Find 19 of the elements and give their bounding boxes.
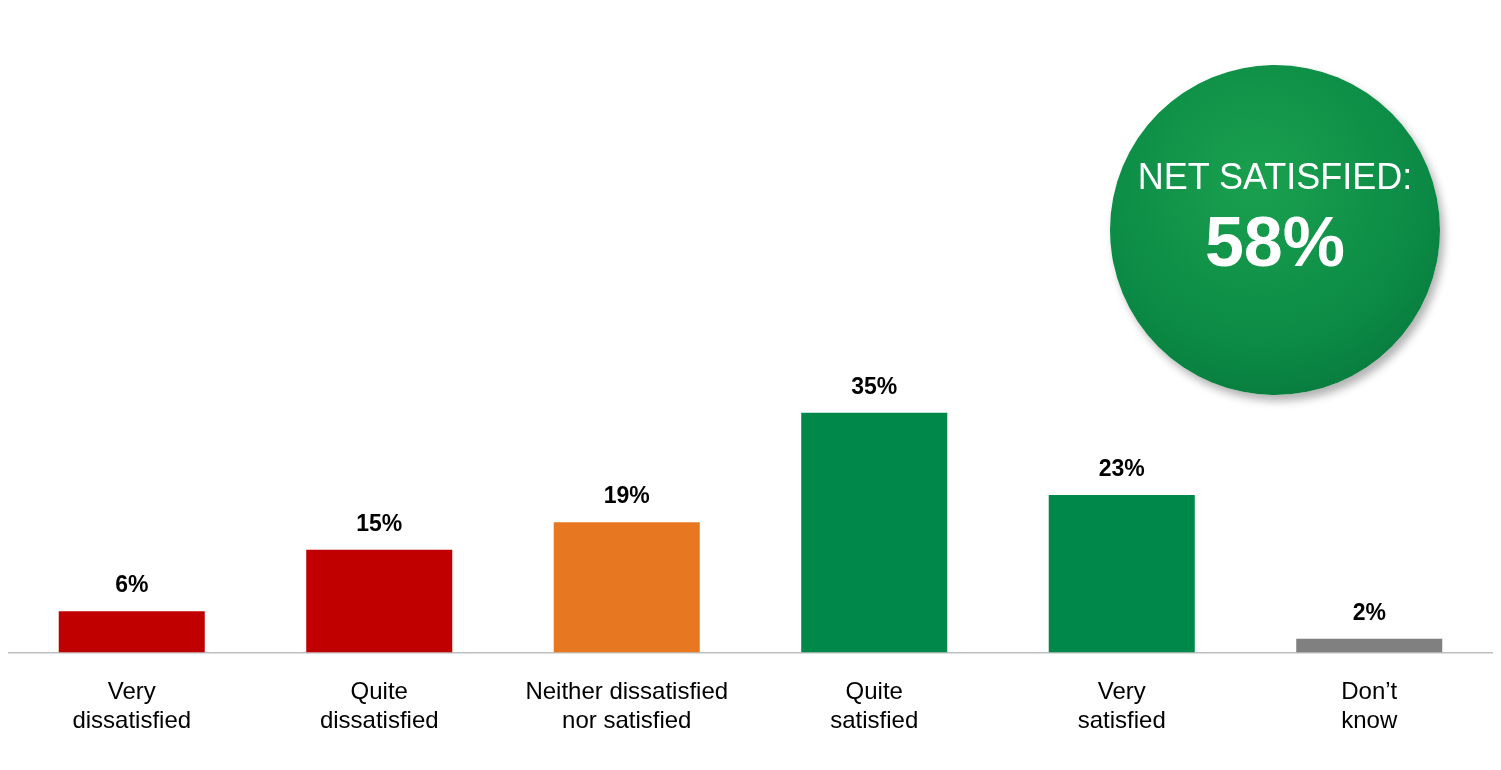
x-tick-label: Very dissatisfied (72, 677, 192, 734)
data-label: 19% (603, 482, 650, 509)
data-label: 15% (356, 509, 403, 536)
bar (1296, 638, 1443, 653)
bar (553, 522, 700, 653)
bar (306, 549, 453, 653)
data-label: 35% (851, 372, 898, 399)
badge-circle: NET SATISFIED: 58% (1110, 65, 1440, 395)
data-label: 2% (1352, 598, 1386, 625)
data-label: 6% (115, 571, 149, 598)
bar (58, 611, 205, 653)
x-tick-label: Neither dissatisfied nor satisfied (525, 677, 729, 734)
x-tick-label: Don’t know (1341, 677, 1398, 734)
x-tick-label: Very satisfied (1077, 677, 1166, 734)
data-label: 23% (1098, 454, 1145, 481)
bar (801, 412, 948, 653)
x-tick-label: Quite satisfied (830, 677, 919, 734)
bar (1048, 494, 1195, 653)
x-tick-label: Quite dissatisfied (319, 677, 439, 734)
